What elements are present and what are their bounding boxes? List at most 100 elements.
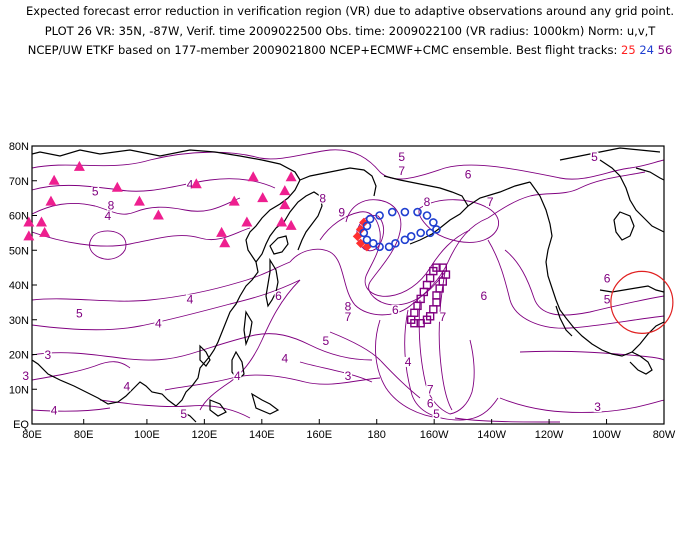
lon-tick-label: 160W bbox=[420, 429, 449, 441]
contour-label: 4 bbox=[187, 292, 194, 306]
contour-label: 8 bbox=[108, 199, 115, 213]
contour-label: 5 bbox=[180, 407, 187, 421]
track-blue-marker bbox=[375, 242, 384, 252]
contour-label-bg bbox=[426, 398, 435, 409]
observation-triangle bbox=[276, 216, 288, 227]
lat-tick-label: EQ bbox=[13, 419, 29, 431]
contour-label-bg bbox=[479, 290, 488, 301]
track-blue-marker bbox=[406, 232, 416, 241]
contour-label: 3 bbox=[594, 400, 601, 414]
observation-triangle bbox=[45, 195, 57, 206]
contour-label-bg bbox=[464, 169, 473, 180]
lon-tick-label: 180 bbox=[368, 429, 386, 441]
observation-triangle bbox=[228, 195, 240, 206]
track-blue-marker bbox=[362, 221, 372, 231]
observation-triangle bbox=[39, 226, 51, 237]
contour-label: 9 bbox=[338, 206, 345, 220]
contour-line bbox=[89, 230, 127, 260]
coastline bbox=[175, 179, 301, 407]
observation-triangle bbox=[219, 237, 231, 248]
observation-triangle bbox=[23, 230, 35, 241]
track-blue-marker bbox=[416, 228, 425, 238]
track-blue-marker bbox=[422, 211, 432, 220]
coastline bbox=[467, 181, 531, 207]
contour-label-bg bbox=[107, 200, 115, 211]
coastline bbox=[299, 167, 377, 197]
contour-label: 8 bbox=[345, 299, 352, 313]
coastline bbox=[269, 235, 289, 255]
contour-label-bg bbox=[186, 179, 194, 190]
coastline bbox=[32, 359, 177, 407]
observation-triangle bbox=[23, 216, 35, 227]
contour-line bbox=[32, 333, 373, 361]
verification-region bbox=[610, 270, 674, 334]
coastline bbox=[599, 159, 664, 233]
lon-tick-label: 140W bbox=[477, 429, 506, 441]
contour-line bbox=[487, 171, 646, 219]
coastline bbox=[629, 351, 653, 375]
lon-tick-label: 100W bbox=[592, 429, 621, 441]
contour-label-bg bbox=[186, 294, 194, 305]
contour-label: 6 bbox=[427, 397, 434, 411]
contour-line bbox=[199, 279, 301, 411]
contour-label-bg bbox=[103, 210, 112, 221]
lat-tick-label: 60N bbox=[9, 211, 29, 223]
contour-label-bg bbox=[179, 409, 188, 420]
contour-label: 4 bbox=[405, 355, 412, 369]
observation-triangle bbox=[73, 160, 85, 171]
coastline bbox=[209, 399, 227, 417]
observation-triangle bbox=[111, 181, 123, 192]
coastline bbox=[32, 149, 301, 181]
contour-label: 5 bbox=[92, 185, 99, 199]
track-red-label: 25 bbox=[621, 43, 636, 57]
coastline bbox=[529, 181, 664, 357]
coastline bbox=[635, 167, 664, 181]
lat-tick-label: 50N bbox=[9, 245, 29, 257]
contour-label-bg bbox=[593, 402, 602, 413]
contour-label: 3 bbox=[44, 348, 51, 362]
contour-label-bg bbox=[438, 311, 447, 322]
contour-label: 5 bbox=[323, 334, 330, 348]
contour-line bbox=[438, 271, 453, 411]
observation-triangles bbox=[23, 160, 297, 248]
contour-label: 8 bbox=[319, 192, 326, 206]
contour-label: 8 bbox=[424, 195, 431, 209]
contour-label-bg bbox=[91, 186, 100, 197]
contour-label-bg bbox=[21, 370, 30, 381]
flight-tracks bbox=[352, 207, 451, 328]
title-line-3: NCEP/UW ETKF based on 177-member 2009021… bbox=[0, 41, 700, 61]
contour-line bbox=[504, 249, 664, 316]
track-blue-label: 24 bbox=[639, 43, 654, 57]
title-line-1: Expected forecast error reduction in ver… bbox=[25, 4, 675, 18]
contour-line bbox=[375, 319, 441, 419]
contour-line bbox=[32, 149, 664, 180]
observation-triangle bbox=[190, 178, 202, 189]
contour-line bbox=[99, 399, 251, 419]
lat-tick-label: 20N bbox=[9, 350, 29, 362]
track-blue-marker bbox=[368, 239, 378, 248]
coastline bbox=[599, 285, 664, 293]
track-blue-marker bbox=[413, 207, 422, 217]
lat-tick-label: 70N bbox=[9, 176, 29, 188]
contour-label: 4 bbox=[123, 379, 130, 393]
coastline bbox=[255, 191, 323, 263]
contour-label-bg bbox=[274, 290, 283, 301]
contour-label-bg bbox=[426, 384, 435, 395]
contour-label: 5 bbox=[398, 150, 405, 164]
contour-label-bg bbox=[397, 165, 406, 176]
track-blue-marker bbox=[365, 214, 375, 224]
contour-label: 4 bbox=[187, 178, 194, 192]
contour-label: 5 bbox=[604, 292, 611, 306]
contour-label: 4 bbox=[51, 404, 58, 418]
contour-label: 4 bbox=[281, 351, 288, 365]
track-blue-marker bbox=[375, 211, 384, 220]
track-blue-marker bbox=[400, 207, 410, 217]
lon-tick-label: 120W bbox=[535, 429, 564, 441]
contour-line bbox=[345, 199, 446, 306]
observation-triangle bbox=[247, 171, 259, 182]
contour-line bbox=[289, 217, 489, 316]
contour-label: 7 bbox=[398, 164, 405, 178]
track-blue-marker bbox=[391, 239, 400, 248]
track-blue-marker bbox=[429, 218, 438, 227]
